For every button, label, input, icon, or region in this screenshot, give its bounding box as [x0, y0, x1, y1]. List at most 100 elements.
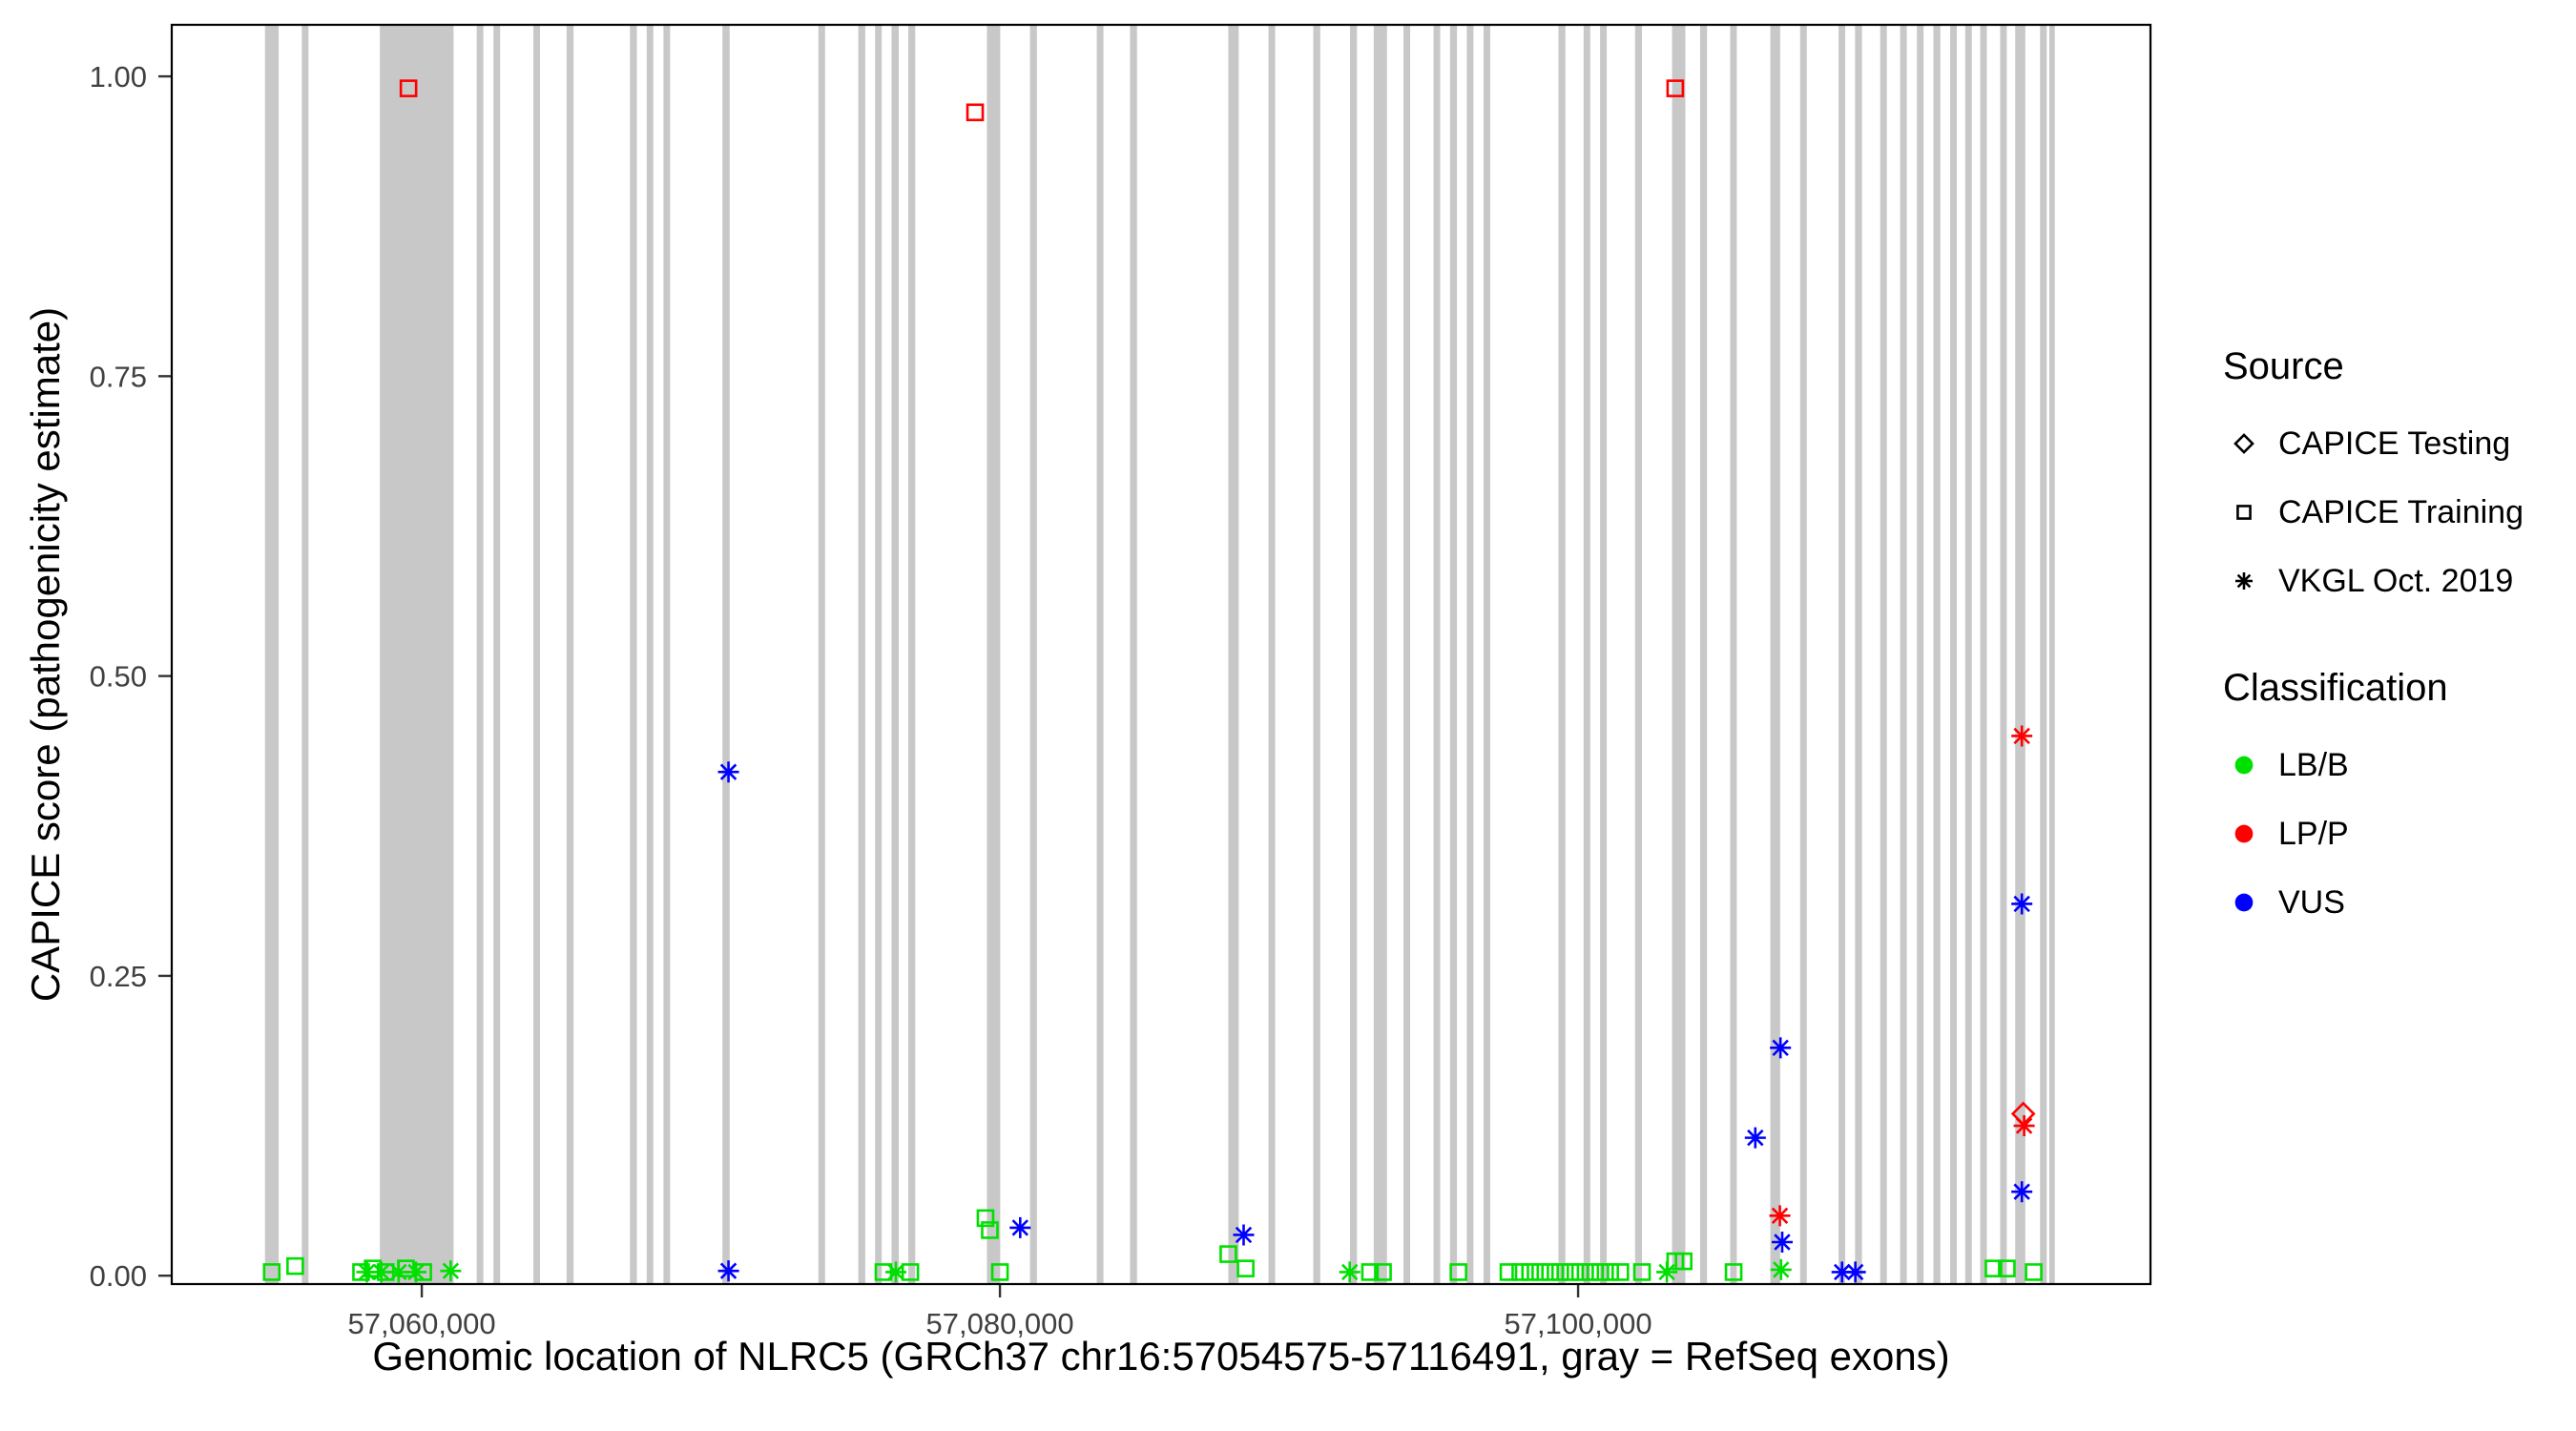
exon-bar	[1980, 25, 1987, 1284]
axes: 57,060,000 57,080,000 57,100,000 0.00 0.25 0.…	[90, 60, 1652, 1340]
square-marker	[1499, 1263, 1518, 1281]
square-marker	[976, 1209, 995, 1228]
circle-marker	[2234, 824, 2254, 843]
legend-item-vkgl: VKGL Oct. 2019	[2223, 547, 2524, 615]
square-marker	[1998, 1259, 2016, 1277]
asterisk-marker	[1744, 1127, 1766, 1149]
x-axis-title: Genomic location of NLRC5 (GRCh37 chr16:…	[372, 1334, 1950, 1379]
y-tick-label: 1.00	[90, 60, 147, 93]
legend-item-capice-training: CAPICE Training	[2223, 478, 2524, 547]
exon-bar	[1770, 25, 1780, 1284]
asterisk-marker	[717, 761, 739, 783]
y-axis-title: CAPICE score (pathogenicity estimate)	[23, 306, 68, 1003]
square-marker	[1674, 1252, 1693, 1271]
square-marker	[262, 1263, 281, 1281]
asterisk-marker	[440, 1260, 462, 1282]
legend-source-title: Source	[2223, 345, 2344, 387]
square-marker	[981, 1221, 999, 1239]
exon-bar	[646, 25, 654, 1284]
square-marker	[1666, 79, 1685, 97]
exon-bar	[1699, 25, 1708, 1284]
exon-bar	[1029, 25, 1037, 1284]
asterisk-marker	[356, 1261, 378, 1283]
exon-bar	[1634, 25, 1643, 1284]
y-tick-label: 0.00	[90, 1259, 147, 1293]
asterisk-marker	[885, 1261, 907, 1283]
exon-bar	[1672, 25, 1686, 1284]
exon-bar	[908, 25, 916, 1284]
asterisk-marker	[1770, 1037, 1792, 1059]
data-points	[262, 79, 2043, 1283]
asterisk-marker	[1009, 1216, 1031, 1238]
square-marker	[1632, 1263, 1652, 1281]
exon-bar	[264, 25, 280, 1284]
exon-bar	[2040, 25, 2047, 1284]
square-marker	[1984, 1259, 2003, 1277]
square-marker	[1591, 1263, 1610, 1281]
exon-bar	[2015, 25, 2025, 1284]
green-dot-icon	[2234, 756, 2254, 775]
legend-classification-title: Classification	[2223, 667, 2448, 709]
asterisk-marker	[1770, 1258, 1792, 1280]
square-marker	[286, 1256, 304, 1275]
exon-bar	[380, 25, 454, 1284]
exon-bar	[1583, 25, 1590, 1284]
exon-bar	[1313, 25, 1320, 1284]
asterisk-marker	[2011, 725, 2033, 747]
asterisk-marker	[1771, 1232, 1793, 1253]
asterisk-marker	[387, 1261, 409, 1283]
exon-bar	[891, 25, 900, 1284]
asterisk-marker	[1769, 1205, 1791, 1227]
square-marker	[1236, 1259, 1255, 1277]
legend-source: Source CAPICE Testing CAPICE Training VK…	[2223, 345, 2524, 615]
square-marker	[1219, 1245, 1237, 1263]
asterisk-marker	[2011, 1181, 2033, 1203]
exon-bars	[264, 25, 2055, 1284]
exon-bar	[1855, 25, 1862, 1284]
exon-bar	[1917, 25, 1924, 1284]
legend-item-label: VKGL Oct. 2019	[2278, 562, 2514, 599]
square-marker	[1550, 1263, 1569, 1281]
square-marker	[990, 1263, 1009, 1281]
legend-item-vus: VUS	[2223, 868, 2524, 937]
legend-panel: Source CAPICE Testing CAPICE Training VK…	[2223, 345, 2524, 937]
exon-bar	[1880, 25, 1887, 1284]
circle-marker	[2234, 893, 2254, 912]
x-tick-label: 57,060,000	[348, 1307, 496, 1340]
legend-item-label: LB/B	[2278, 746, 2349, 783]
square-marker	[966, 103, 985, 122]
exon-bar	[987, 25, 1001, 1284]
square-marker	[1374, 1263, 1392, 1281]
exon-bar	[476, 25, 484, 1284]
exon-bar	[1950, 25, 1957, 1284]
exon-bar	[663, 25, 671, 1284]
square-icon	[2236, 505, 2252, 520]
diamond-marker	[2010, 1101, 2036, 1127]
exon-bar	[1483, 25, 1490, 1284]
panel-border	[170, 23, 2152, 1286]
red-dot-icon	[2234, 824, 2254, 843]
exon-bar	[1466, 25, 1474, 1284]
exon-bar	[1449, 25, 1458, 1284]
exon-bar	[818, 25, 825, 1284]
exon-bar	[1403, 25, 1411, 1284]
y-tick-label: 0.25	[90, 960, 147, 993]
exon-bar	[493, 25, 501, 1284]
legend-classification: Classification LB/B LP/P VUS	[2223, 667, 2524, 937]
legend-item-label: CAPICE Testing	[2278, 425, 2511, 462]
exon-bar	[1900, 25, 1907, 1284]
exon-bar	[566, 25, 574, 1284]
asterisk-marker	[405, 1261, 427, 1283]
exon-bar	[1096, 25, 1104, 1284]
exon-bar	[533, 25, 541, 1284]
square-marker	[1611, 1263, 1630, 1281]
exon-bar	[2048, 25, 2055, 1284]
square-marker	[2236, 505, 2252, 520]
legend-item-lbb: LB/B	[2223, 731, 2524, 799]
exon-bar	[1964, 25, 1972, 1284]
exon-bar	[1558, 25, 1566, 1284]
square-marker	[1570, 1263, 1589, 1281]
legend-item-label: LP/P	[2278, 815, 2349, 852]
